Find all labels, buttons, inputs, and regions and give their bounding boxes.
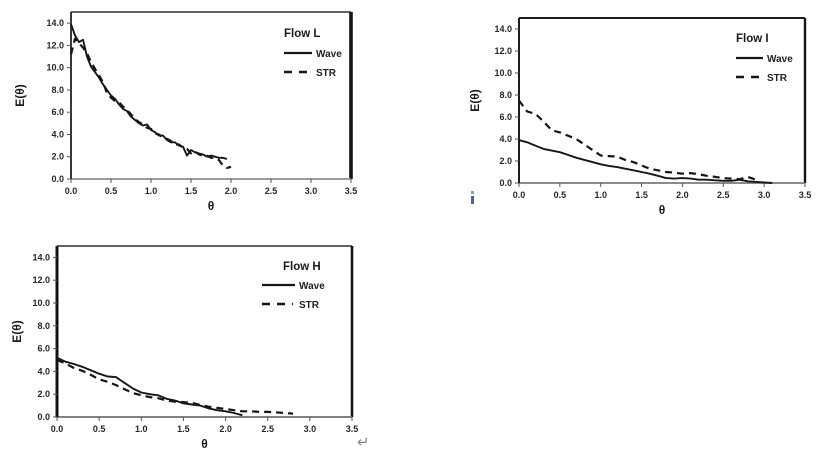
x-tick-label: 0.0: [51, 424, 64, 434]
line-break-mark: ↵: [357, 433, 370, 451]
y-tick-label: 0.0: [499, 178, 512, 188]
x-tick-label: 2.5: [717, 190, 730, 200]
y-tick-label: 12.0: [46, 40, 64, 50]
str-series-line: [518, 99, 757, 181]
x-tick-label: 2.5: [261, 424, 274, 434]
legend-title: Flow I: [736, 33, 769, 45]
x-tick-label: 2.0: [676, 190, 689, 200]
legend-title: Flow H: [283, 261, 321, 273]
wave-series-line: [56, 356, 243, 417]
stray-ink-stem: [471, 196, 474, 204]
y-tick-label: 0.0: [51, 174, 64, 184]
y-tick-label: 6.0: [37, 344, 50, 354]
x-tick-label: 2.0: [225, 186, 238, 196]
x-tick-label: 3.5: [346, 424, 359, 434]
x-tick-label: 3.0: [758, 190, 771, 200]
legend-label-wave: Wave: [767, 54, 793, 65]
y-tick-label: 8.0: [51, 85, 64, 95]
y-axis-title: E(θ): [468, 89, 482, 111]
y-tick-label: 2.0: [51, 152, 64, 162]
y-tick-label: 4.0: [37, 366, 50, 376]
stray-ink-dot: [471, 191, 474, 194]
str-series-line: [69, 37, 232, 169]
x-tick-label: 3.0: [305, 186, 318, 196]
chart-flow-l: 0.0 2.0 4.0 6.0 8.0 10.0 12.0 14.0 0.0 0.5 1.0 1.5 2…: [13, 11, 358, 213]
x-axis-title: θ: [208, 199, 215, 213]
y-tick-label: 8.0: [37, 321, 50, 331]
y-tick-label: 2.0: [499, 156, 512, 166]
x-tick-label: 1.5: [177, 424, 190, 434]
y-tick-label: 12.0: [32, 275, 50, 285]
chart-flow-h: 0.0 2.0 4.0 6.0 8.0 10.0 12.0 14.0 0.0 0.5 1.0 1.5 2…: [10, 245, 359, 451]
legend-label-wave: Wave: [316, 49, 342, 60]
x-tick-label: 0.0: [513, 190, 526, 200]
stray-ink-mark: [471, 191, 474, 204]
y-axis-title: E(θ): [10, 320, 24, 342]
x-tick-label: 1.0: [145, 186, 158, 196]
x-axis-title: θ: [659, 203, 666, 217]
chart-flow-i: 0.0 2.0 4.0 6.0 8.0 10.0 12.0 14.0 0.0 0.5 1.0 1.5 2…: [468, 17, 812, 217]
x-tick-label: 2.0: [219, 424, 232, 434]
str-series-line: [56, 358, 294, 415]
x-tick-label: 1.0: [135, 424, 148, 434]
x-tick-label: 2.5: [265, 186, 278, 196]
x-tick-label: 1.5: [185, 186, 198, 196]
legend-label-wave: Wave: [299, 281, 325, 292]
y-tick-label: 4.0: [51, 129, 64, 139]
x-tick-label: 3.5: [799, 190, 812, 200]
y-axis-title: E(θ): [13, 84, 27, 106]
legend-label-str: STR: [316, 68, 337, 79]
x-tick-label: 1.0: [594, 190, 607, 200]
y-tick-label: 12.0: [494, 46, 512, 56]
x-tick-label: 0.0: [65, 186, 78, 196]
y-tick-label: 6.0: [51, 107, 64, 117]
x-tick-label: 0.5: [105, 186, 118, 196]
x-tick-label: 1.5: [635, 190, 648, 200]
wave-series-line: [518, 139, 773, 184]
y-tick-label: 10.0: [494, 68, 512, 78]
y-tick-label: 8.0: [499, 90, 512, 100]
y-tick-label: 6.0: [499, 112, 512, 122]
wave-series-line: [70, 23, 228, 160]
y-tick-label: 4.0: [499, 134, 512, 144]
x-tick-label: 0.5: [93, 424, 106, 434]
y-tick-label: 10.0: [46, 63, 64, 73]
x-tick-label: 0.5: [554, 190, 567, 200]
x-tick-label: 3.0: [304, 424, 317, 434]
y-tick-label: 14.0: [46, 18, 64, 28]
legend-label-str: STR: [299, 300, 320, 311]
x-tick-label: 3.5: [345, 186, 358, 196]
y-tick-label: 0.0: [37, 412, 50, 422]
legend-label-str: STR: [767, 73, 788, 84]
y-tick-label: 14.0: [32, 252, 50, 262]
x-axis-title: θ: [201, 437, 208, 451]
y-tick-label: 14.0: [494, 24, 512, 34]
y-tick-label: 10.0: [32, 298, 50, 308]
y-tick-label: 2.0: [37, 389, 50, 399]
legend-title: Flow L: [284, 28, 320, 40]
